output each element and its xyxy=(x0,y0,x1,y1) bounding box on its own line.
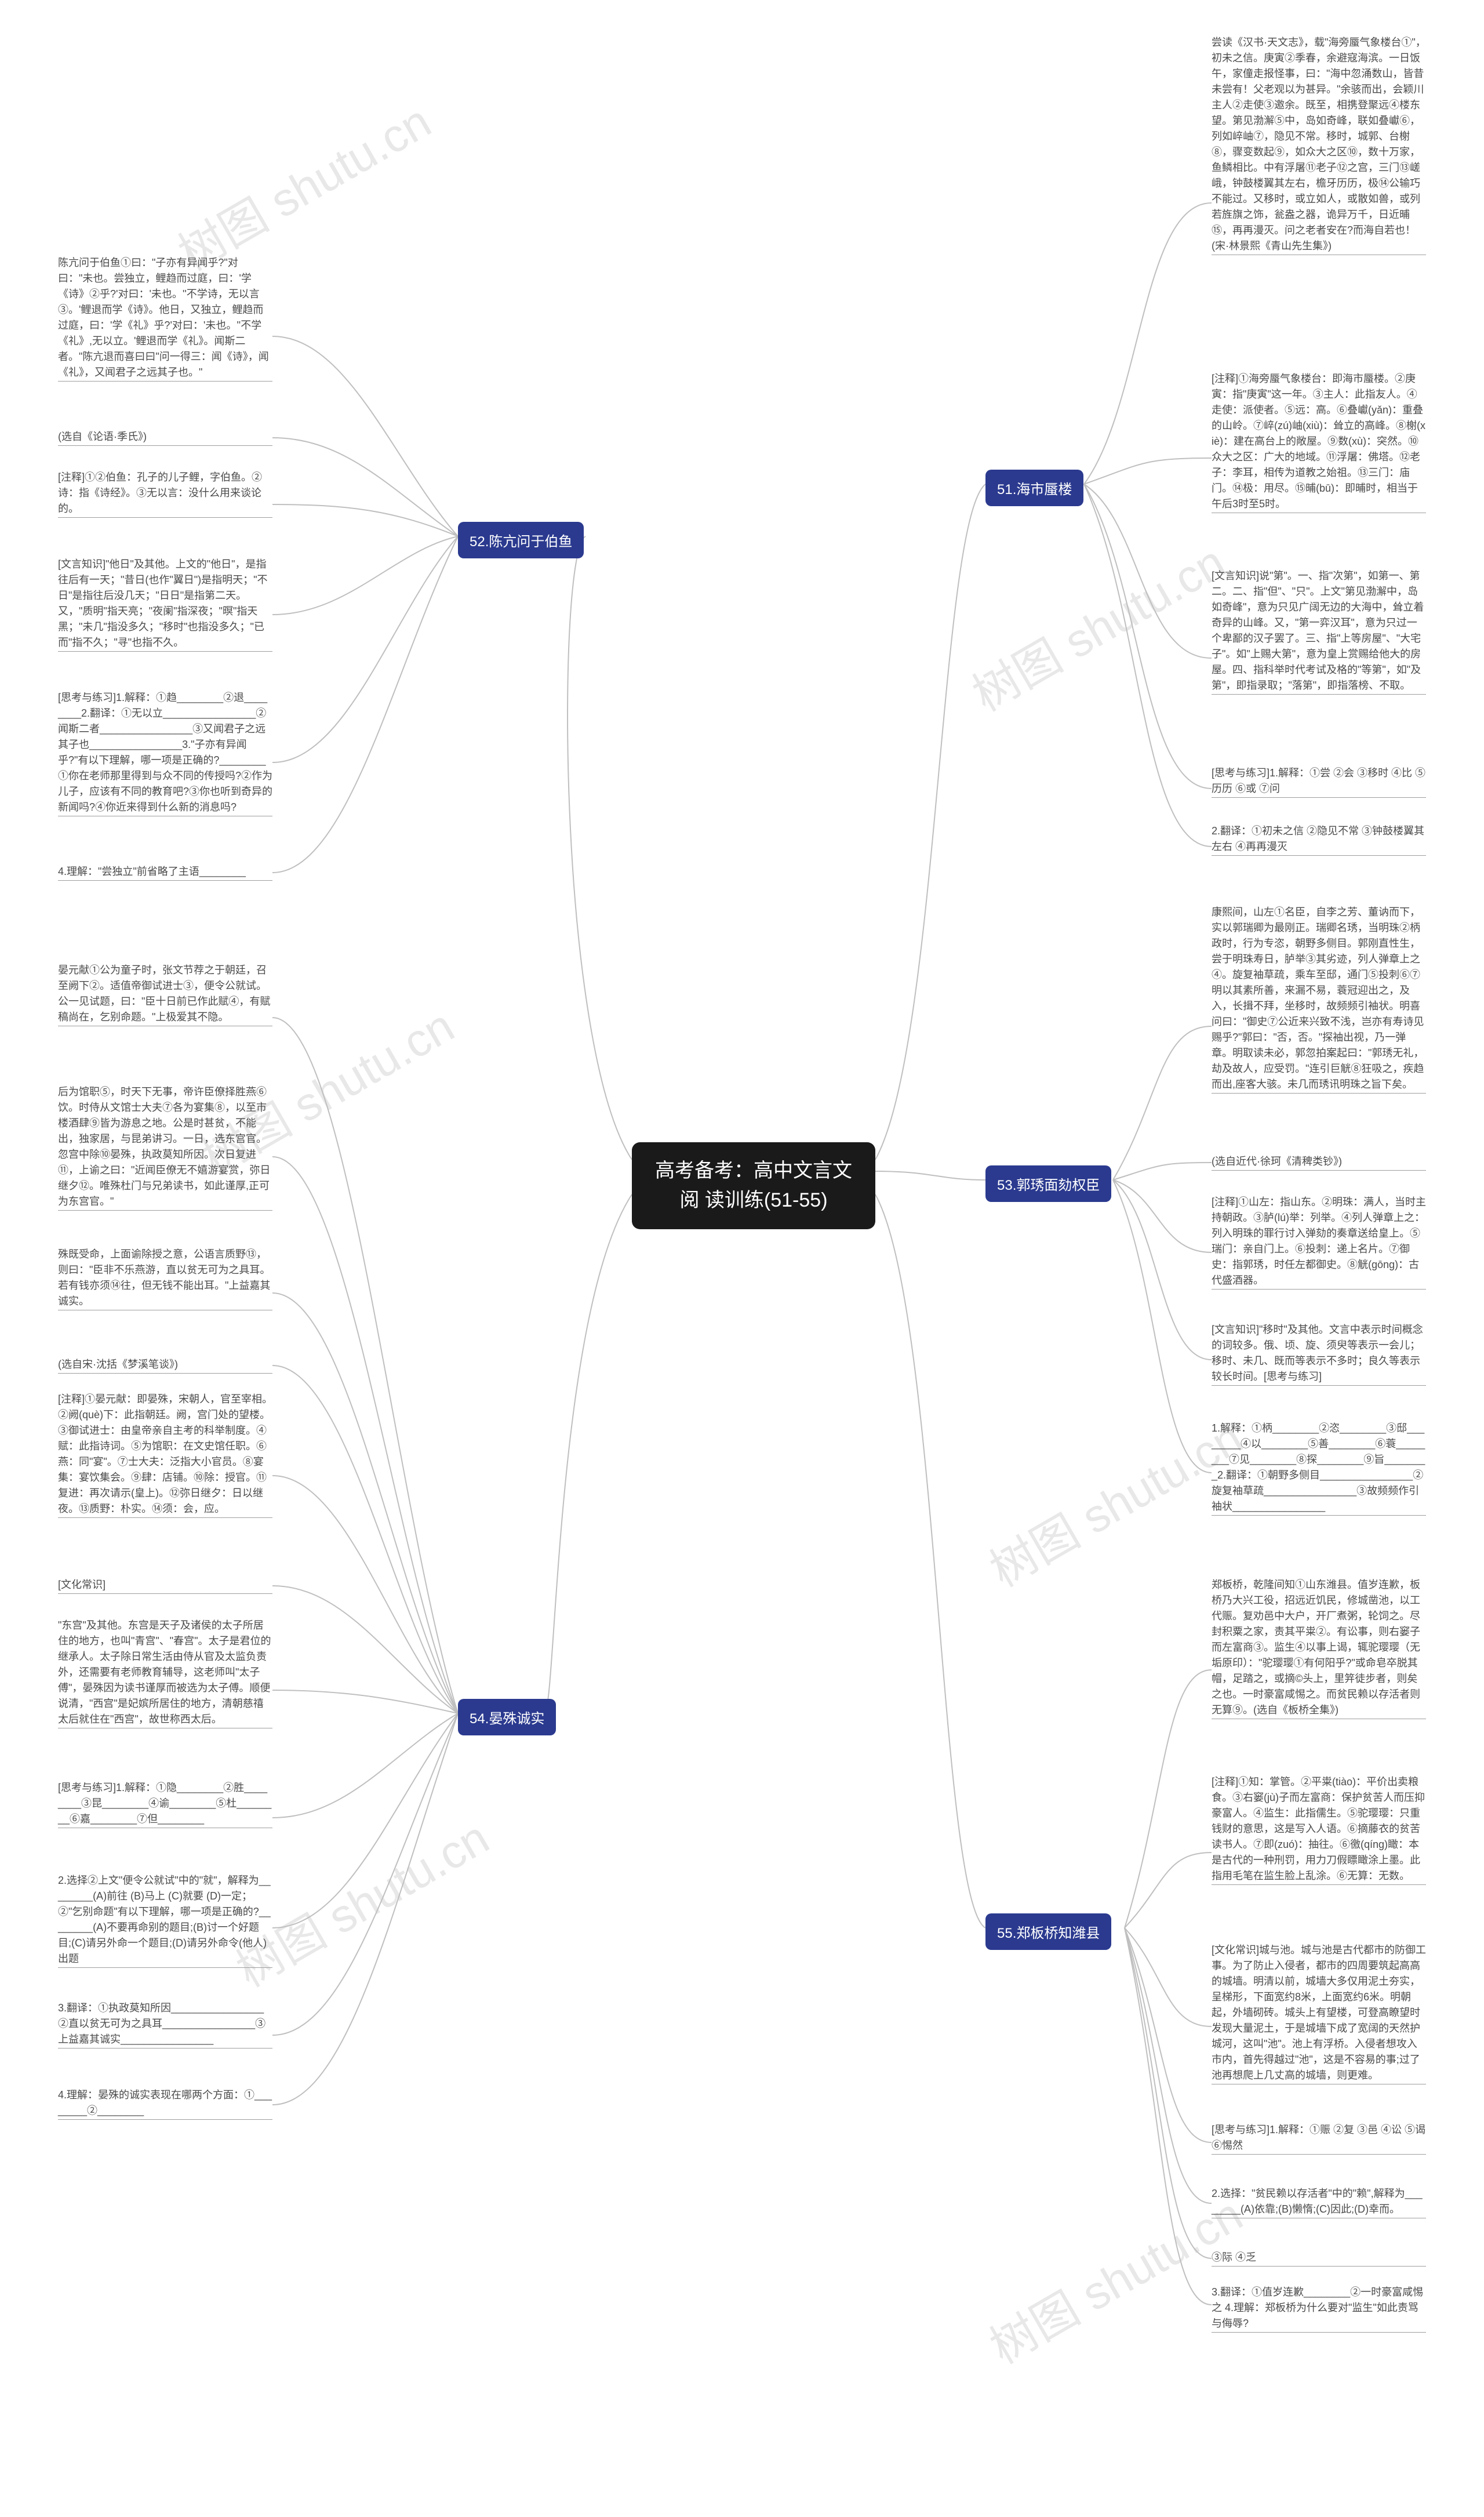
leaf-text: [文言知识]"移时"及其他。文言中表示时间概念的词较多。俄、顷、旋、须臾等表示一… xyxy=(1212,1322,1426,1385)
leaf-text: 4.理解：晏殊的诚实表现在哪两个方面：①________②________ xyxy=(58,2087,272,2119)
leaf-text: [思考与练习]1.解释：①隐________②胜________③昆______… xyxy=(58,1780,272,1827)
watermark: 树图 shutu.cn xyxy=(164,85,441,284)
leaf-text: (选自近代·徐珂《清稗类钞》) xyxy=(1212,1154,1426,1169)
leaf-text: [注释]①知：掌管。②平粜(tiào)：平价出卖粮食。③右窭(jù)子而左富商：… xyxy=(1212,1774,1426,1884)
branch-55[interactable]: 55.郑板桥知潍县 xyxy=(985,1913,1111,1950)
leaf-text: 3.翻译：①执政莫知所因________________②直以贫无可为之具耳__… xyxy=(58,2000,272,2047)
leaf-text: [注释]①②伯鱼：孔子的儿子鲤，字伯鱼。②诗：指《诗经》。③无以言：没什么用来谈… xyxy=(58,470,272,517)
leaf-text: [注释]①晏元献：即晏殊，宋朝人，官至宰相。②阙(què)下：此指朝廷。阙，宫门… xyxy=(58,1392,272,1517)
leaf-text: 康熙间，山左①名臣，自李之芳、董讷而下，实以郭瑞卿为最刚正。瑞卿名琇，当明珠②柄… xyxy=(1212,905,1426,1092)
branch-52[interactable]: 52.陈亢问于伯鱼 xyxy=(458,522,584,558)
branch-53[interactable]: 53.郭琇面劾权臣 xyxy=(985,1165,1111,1202)
leaf-text: 郑板桥，乾隆间知①山东潍县。值岁连歉，板桥乃大兴工役，招远近饥民，修城凿池，以工… xyxy=(1212,1577,1426,1718)
leaf-text: [注释]①海旁蜃气象楼台：即海市蜃楼。②庚寅：指"庚寅"这一年。③主人：此指友人… xyxy=(1212,371,1426,512)
center-node[interactable]: 高考备考：高中文言文阅 读训练(51-55) xyxy=(632,1142,875,1229)
leaf-text: (选自宋·沈括《梦溪笔谈》) xyxy=(58,1357,272,1372)
branch-51[interactable]: 51.海市蜃楼 xyxy=(985,470,1083,506)
leaf-text: 陈亢问于伯鱼①曰："子亦有异闻乎?"对曰："未也。尝独立，鲤趋而过庭，曰：'学《… xyxy=(58,255,272,380)
leaf-text: [文言知识]说"第"。一、指"次第"，如第一、第二。二、指"但"、"只"。上文"… xyxy=(1212,568,1426,693)
watermark: 树图 shutu.cn xyxy=(958,526,1235,725)
leaf-text: [文化常识]城与池。城与池是古代都市的防御工事。为了防止入侵者，都市的四周要筑起… xyxy=(1212,1942,1426,2083)
leaf-text: 3.翻译：①值岁连歉________②一时豪富咸惕之 4.理解：郑板桥为什么要对… xyxy=(1212,2284,1426,2331)
leaf-text: [文言知识]"他日"及其他。上文的"他日"，是指往后有一天；"昔日(也作"翼日"… xyxy=(58,557,272,651)
leaf-text: 晏元献①公为童子时，张文节荐之于朝廷，召至阙下②。适值帝御试进士③，便令公就试。… xyxy=(58,963,272,1025)
leaf-text: [思考与练习]1.解释：①尝 ②会 ③移时 ④比 ⑤历历 ⑥或 ⑦问 xyxy=(1212,765,1426,797)
leaf-text: [思考与练习]1.解释：①趋________②退________2.翻译：①无以… xyxy=(58,690,272,815)
leaf-text: (选自《论语·季氏》) xyxy=(58,429,272,445)
leaf-text: "东宫"及其他。东宫是天子及诸侯的太子所居住的地方，也叫"青宫"、"春宫"。太子… xyxy=(58,1618,272,1727)
leaf-text: [注释]①山左：指山东。②明珠：满人，当时主持朝政。③胪(lú)举：列举。④列人… xyxy=(1212,1194,1426,1288)
leaf-text: 2.选择："贫民赖以存活者"中的"赖",解释为________(A)依靠;(B)… xyxy=(1212,2186,1426,2217)
leaf-text: 2.翻译：①初未之信 ②隐见不常 ③钟鼓楼翼其左右 ④再再漫灭 xyxy=(1212,823,1426,855)
leaf-text: 尝读《汉书·天文志》，载"海旁蜃气象楼台①"，初未之信。庚寅②季春，余避寇海滨。… xyxy=(1212,35,1426,254)
leaf-text: 4.理解："尝独立"前省略了主语________ xyxy=(58,864,272,880)
leaf-text: 后为馆职⑤，时天下无事，帝许臣僚择胜燕⑥饮。时侍从文馆士大夫⑦各为宴集⑧，以至市… xyxy=(58,1084,272,1210)
leaf-text: [文化常识] xyxy=(58,1577,272,1593)
branch-54[interactable]: 54.晏殊诚实 xyxy=(458,1699,556,1735)
leaf-text: [思考与练习]1.解释：①赈 ②复 ③邑 ④讼 ⑤谒 ⑥惕然 xyxy=(1212,2122,1426,2153)
leaf-text: ③际 ④乏 xyxy=(1212,2250,1426,2265)
leaf-text: 1.解释：①柄________②恣________③邸________④以___… xyxy=(1212,1421,1426,1514)
leaf-text: 殊既受命，上面谕除授之意，公语言质野⑬，则曰："臣非不乐燕游，直以贫无可为之具耳… xyxy=(58,1247,272,1309)
leaf-text: 2.选择②上文"便令公就试"中的"就"，解释为________(A)前往 (B)… xyxy=(58,1873,272,1967)
